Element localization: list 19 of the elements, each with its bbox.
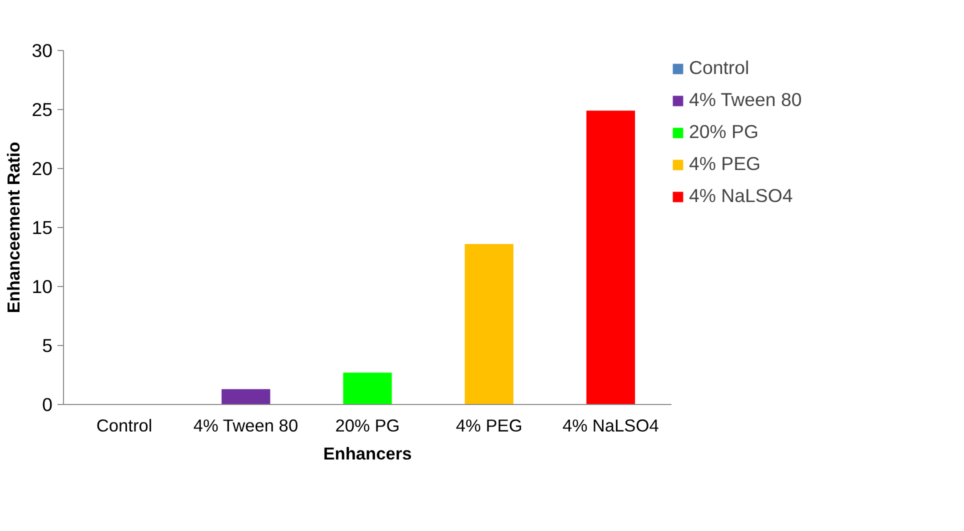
legend-label: 4% PEG	[689, 153, 761, 175]
x-tick-label: 4% NaLSO4	[562, 416, 660, 436]
legend-label: 4% NaLSO4	[689, 185, 793, 207]
y-tick-label: 5	[42, 335, 53, 356]
x-tick-label: Control	[96, 416, 152, 436]
y-axis-title: Enhanceement Ratio	[4, 142, 24, 314]
x-tick-label: 4% PEG	[456, 416, 522, 436]
y-tick-label: 20	[32, 158, 53, 179]
x-tick-label: 20% PG	[335, 416, 400, 436]
y-tick-label: 10	[32, 276, 53, 297]
legend-label: Control	[689, 57, 750, 79]
y-tick-label: 30	[32, 40, 53, 61]
y-tick-label: 0	[42, 394, 53, 415]
x-tick-label: 4% Tween 80	[193, 416, 298, 436]
legend-label: 4% Tween 80	[689, 89, 802, 111]
y-tick-label: 15	[32, 217, 53, 238]
y-tick-label: 25	[32, 99, 53, 120]
x-axis-title: Enhancers	[323, 444, 412, 464]
legend-label: 20% PG	[689, 121, 758, 143]
